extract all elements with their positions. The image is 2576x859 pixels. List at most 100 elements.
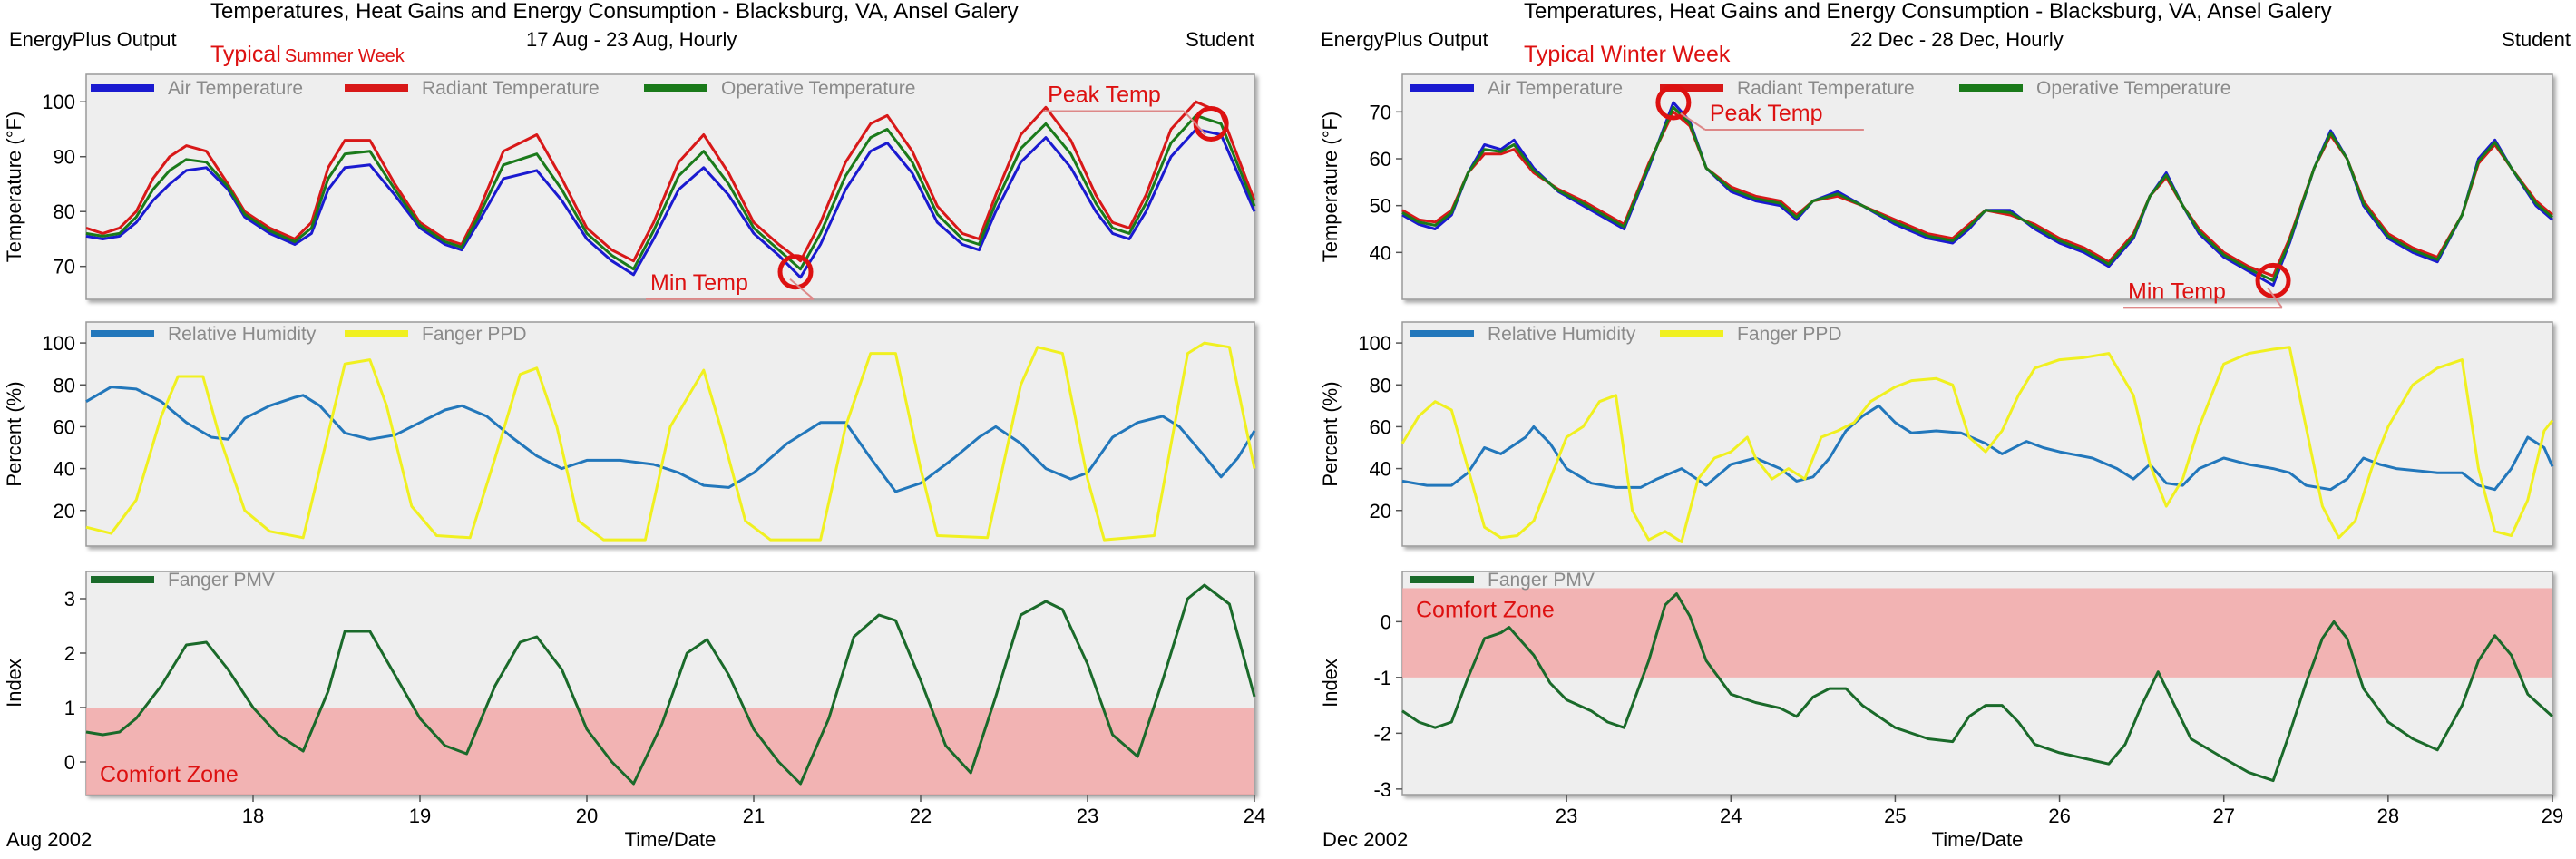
y-axis-label: Index [3,659,25,708]
week-label-prefix: Typical [210,42,281,67]
source-label: EnergyPlus Output [9,28,177,51]
week-label-suffix: Summer Week [285,46,405,66]
y-tick-label: 1 [64,697,75,719]
panel-index: Comfort Zone 0 1 2 3 Index Fanger PMV [3,570,1256,796]
plot-area [85,321,1255,547]
annotation-leader [2267,287,2283,308]
y-axis-label: Percent (%) [3,381,25,486]
panel-percent: 20 40 60 80 100 Percent (%) Relative Humidity F… [3,321,1256,547]
y-tick-label: 90 [54,146,75,169]
comfort-zone-band [1402,588,2552,678]
series-line-fanger-ppd [85,341,1256,542]
y-tick-label: 2 [64,642,75,665]
y-tick-label: -2 [1373,722,1391,745]
chart-subtitle: 22 Dec - 28 Dec, Hourly [1850,28,2064,51]
chart-summer: EnergyPlus Output Temperatures, Heat Gain… [3,0,1265,851]
panel-temperature: 70 80 90 100 Temperature (°F) Air Temperature… [3,73,1256,300]
x-tick-label: 28 [2377,805,2399,827]
annotation-leader [1183,110,1206,136]
x-tick-label: 20 [576,805,598,827]
legend-label: Operative Temperature [2036,78,2230,99]
x-tick-label: 23 [1556,805,1577,827]
x-tick-label: 25 [1884,805,1906,827]
plot-area [1401,73,2553,300]
y-axis-label: Percent (%) [1319,381,1342,486]
y-tick-label: 20 [1370,500,1391,522]
y-tick-label: 3 [64,588,75,610]
y-axis-label: Temperature (°F) [3,112,25,263]
week-label: Typical Summer Week [210,42,405,67]
y-tick-label: 50 [1370,195,1391,218]
x-tick-label: 22 [910,805,932,827]
y-tick-label: 100 [42,91,75,113]
annotation-label: Min Temp [650,270,748,296]
chart-title: Temperatures, Heat Gains and Energy Cons… [1524,0,2332,24]
series-line-operative-temperature [1401,105,2553,282]
user-label: Student [2502,28,2571,51]
series-line-fanger-pmv [85,583,1256,786]
plot-area [1401,321,2553,547]
legend-label: Relative Humidity [168,324,317,345]
y-tick-label: -3 [1373,778,1391,801]
y-tick-label: 80 [1370,374,1391,396]
legend-label: Fanger PPD [422,324,527,345]
x-tick-label: 24 [1244,805,1265,827]
series-line-relative-humidity [1401,404,2554,492]
week-label-prefix: Typical Winter Week [1524,42,1731,67]
annotation-circle [1655,84,1692,121]
user-label: Student [1186,28,1254,51]
annotation-label: Peak Temp [1048,82,1161,107]
source-label: EnergyPlus Output [1321,28,1488,51]
x-tick-label: 23 [1077,805,1098,827]
legend-label: Radiant Temperature [1737,78,1915,99]
y-tick-label: 40 [1370,458,1391,481]
legend-label: Operative Temperature [721,78,915,99]
series-line-operative-temperature [85,113,1256,271]
y-tick-label: 20 [54,500,75,522]
x-tick-label: 26 [2048,805,2070,827]
y-tick-label: 60 [54,415,75,438]
legend-label: Radiant Temperature [422,78,600,99]
x-axis-label: Time/Date [625,828,717,851]
y-tick-label: 40 [1370,241,1391,264]
y-tick-label: 100 [1358,332,1391,355]
y-tick-label: 80 [54,374,75,396]
series-line-radiant-temperature [85,100,1256,263]
panel-percent: 20 40 60 80 100 Percent (%) Relative Humidity F… [1319,321,2554,547]
x-tick-label: 18 [242,805,264,827]
series-line-fanger-ppd [1400,346,2554,543]
annotation-label: Peak Temp [1710,101,1823,126]
legend-label: Air Temperature [168,78,303,99]
panel-index: Comfort Zone 0 -1 -2 -3 Index Fanger PMV [1319,570,2554,801]
series-line-air-temperature [85,128,1256,279]
x-tick-label: 27 [2212,805,2234,827]
y-axis-label: Index [1319,659,1342,708]
y-tick-label: 60 [1370,415,1391,438]
month-label: Dec 2002 [1322,828,1408,851]
month-label: Aug 2002 [6,828,92,851]
y-tick-label: -1 [1373,667,1391,689]
legend-label: Fanger PMV [1488,570,1595,591]
chart-winter: EnergyPlus Output Temperatures, Heat Gain… [1319,0,2571,851]
legend-label: Air Temperature [1488,78,1623,99]
x-tick-label: 29 [2542,805,2563,827]
comfort-zone-label: Comfort Zone [100,762,239,787]
chart-subtitle: 17 Aug - 23 Aug, Hourly [526,28,737,51]
x-tick-label: 19 [409,805,431,827]
y-tick-label: 40 [54,458,75,481]
annotation-label: Min Temp [2128,278,2226,304]
legend-label: Fanger PMV [168,570,275,591]
plot-area [85,73,1255,300]
week-label: Typical Winter Week [1524,42,1731,67]
y-tick-label: 0 [1381,610,1391,633]
comfort-zone-band [86,708,1254,795]
series-line-fanger-pmv [1401,592,2554,783]
legend-label: Relative Humidity [1488,324,1636,345]
annotation-leader [1680,112,1706,131]
panel-temperature: 40 50 60 70 Temperature (°F) Air Temperature R… [1319,73,2553,309]
y-tick-label: 60 [1370,148,1391,171]
x-tick-label: 21 [743,805,765,827]
comfort-zone-label: Comfort Zone [1416,597,1555,622]
chart-title: Temperatures, Heat Gains and Energy Cons… [210,0,1019,24]
